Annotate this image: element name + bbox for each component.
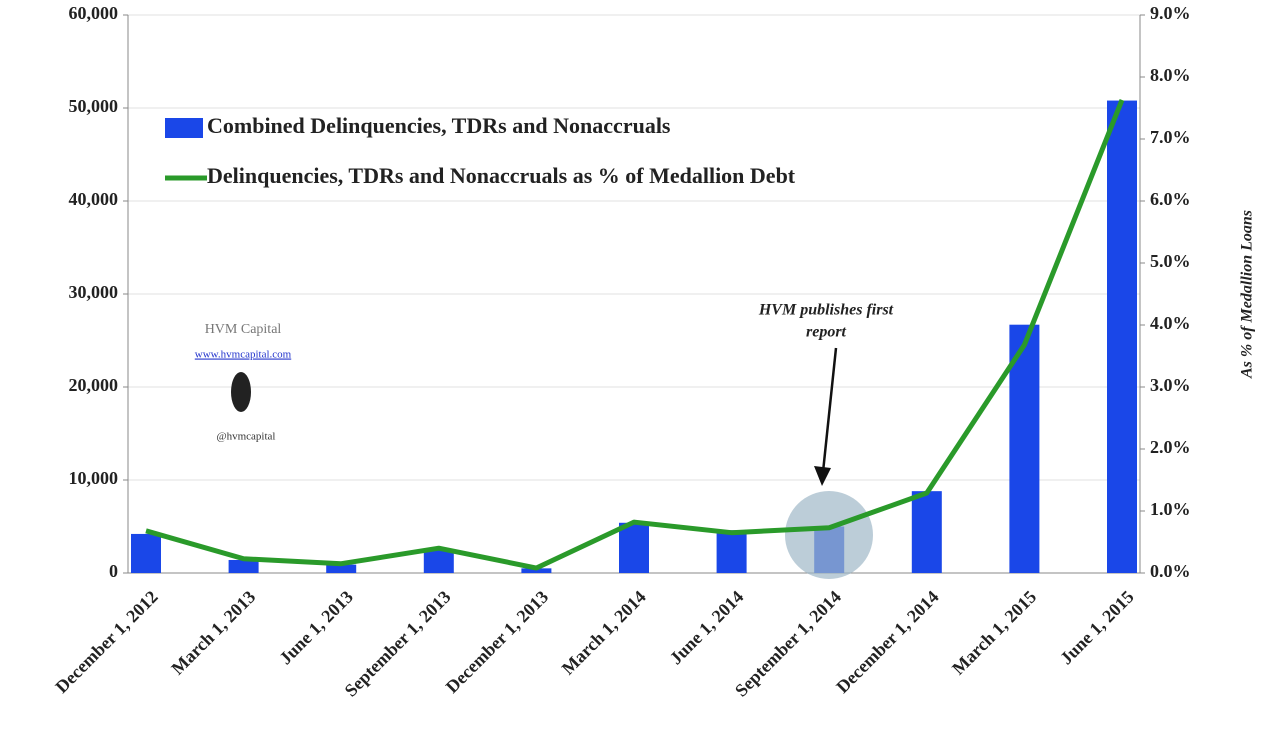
bar — [131, 533, 161, 573]
bar — [619, 522, 649, 573]
y2-tick-label: 8.0% — [1150, 65, 1191, 85]
bar — [326, 564, 357, 573]
watermark-icon — [231, 372, 251, 412]
y-tick-label: 20,000 — [69, 375, 119, 395]
x-tick-label: September 1, 2014 — [731, 587, 845, 701]
y2-tick-label: 9.0% — [1150, 3, 1191, 23]
watermark: HVM Capital www.hvmcapital.com @hvmcapit… — [195, 322, 292, 442]
y2-tick-label: 0.0% — [1150, 561, 1191, 581]
legend-swatch — [165, 118, 203, 138]
x-tick-label: June 1, 2013 — [275, 587, 357, 669]
bar — [228, 559, 259, 573]
plot — [127, 14, 1141, 574]
watermark-handle: @hvmcapital — [216, 431, 275, 443]
legend-label: Combined Delinquencies, TDRs and Nonaccr… — [207, 113, 671, 138]
x-tick-label: March 1, 2013 — [167, 587, 259, 679]
y2-tick-label: 5.0% — [1150, 251, 1191, 271]
bar — [716, 530, 747, 573]
y2-tick-label: 7.0% — [1150, 127, 1191, 147]
bar — [423, 549, 454, 573]
x-tick-label: December 1, 2012 — [51, 587, 161, 697]
y2-tick-label: 3.0% — [1150, 375, 1191, 395]
y-tick-label: 0 — [109, 561, 118, 581]
y2-tick-label: 4.0% — [1150, 313, 1191, 333]
y2-tick-label: 1.0% — [1150, 499, 1191, 519]
x-tick-label: March 1, 2014 — [558, 587, 650, 679]
y-tick-label: 30,000 — [69, 282, 119, 302]
y-tick-label: 50,000 — [69, 96, 119, 116]
bar — [521, 568, 552, 573]
bar — [911, 491, 942, 573]
y2-axis-label: As % of Medallion Loans — [1239, 210, 1256, 379]
y-tick-label: 40,000 — [69, 189, 119, 209]
annotation: HVM publishes first — [758, 302, 894, 319]
watermark-title: HVM Capital — [205, 322, 282, 337]
x-tick-label: December 1, 2014 — [832, 587, 942, 697]
annotation: report — [806, 324, 847, 341]
highlight-circle — [785, 491, 873, 579]
annotation-arrowhead — [814, 466, 831, 486]
line — [145, 99, 1125, 571]
legend-label: Delinquencies, TDRs and Nonaccruals as %… — [207, 163, 796, 188]
x-tick-label: December 1, 2013 — [442, 587, 552, 697]
x-tick-label: June 1, 2014 — [666, 587, 748, 669]
x-tick-label: June 1, 2015 — [1056, 587, 1138, 669]
y2-tick-label: 6.0% — [1150, 189, 1191, 209]
annotation-arrow — [821, 347, 838, 473]
y-tick-label: 10,000 — [69, 468, 119, 488]
watermark-url: www.hvmcapital.com — [195, 349, 292, 361]
x-tick-label: March 1, 2015 — [948, 587, 1040, 679]
x-tick-label: September 1, 2013 — [341, 587, 455, 701]
bar — [1009, 324, 1040, 573]
y-tick-label: 60,000 — [69, 3, 119, 23]
bar — [1107, 100, 1137, 573]
y2-tick-label: 2.0% — [1150, 437, 1191, 457]
